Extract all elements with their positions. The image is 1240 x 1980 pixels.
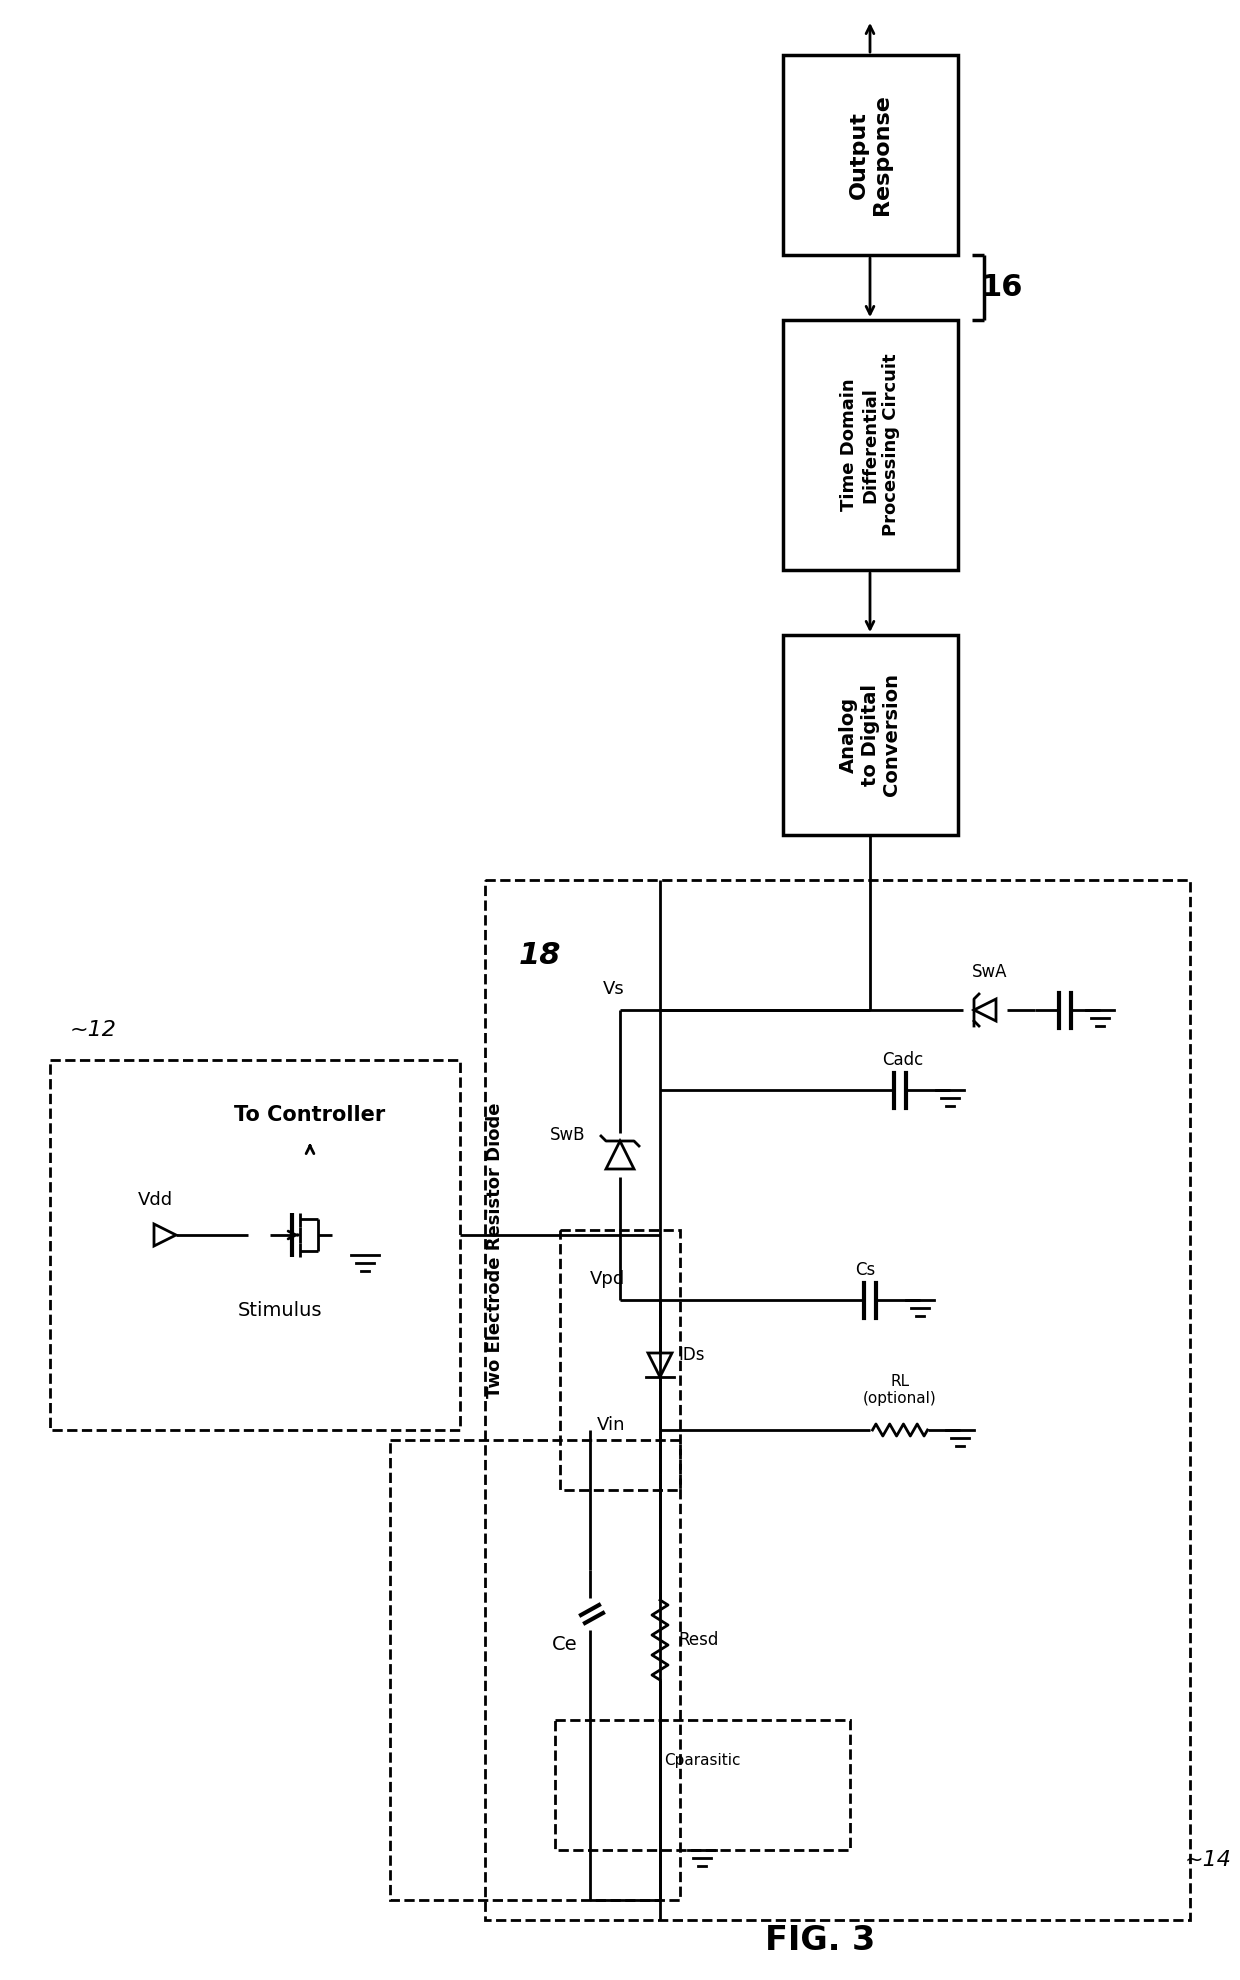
Text: Cparasitic: Cparasitic [663, 1752, 740, 1768]
Text: Resd: Resd [678, 1632, 718, 1649]
Text: Cadc: Cadc [882, 1051, 924, 1069]
Text: FIG. 3: FIG. 3 [765, 1923, 875, 1956]
Text: ~12: ~12 [69, 1020, 117, 1040]
Text: SwA: SwA [972, 962, 1008, 980]
Bar [782, 636, 959, 836]
Text: Cs: Cs [856, 1261, 875, 1279]
Text: Output
Response: Output Response [848, 95, 892, 216]
Bar [560, 1230, 680, 1491]
Bar [50, 1059, 460, 1430]
Bar [556, 1721, 849, 1849]
Text: To Controller: To Controller [234, 1105, 386, 1125]
Text: IDs: IDs [678, 1346, 704, 1364]
Text: SwB: SwB [549, 1127, 585, 1144]
Bar [782, 55, 959, 255]
Text: Vs: Vs [603, 980, 625, 998]
Text: Two Electrode Resistor Diode: Two Electrode Resistor Diode [486, 1103, 503, 1398]
Text: 18: 18 [518, 940, 562, 970]
Text: RL
(optional): RL (optional) [863, 1374, 937, 1406]
Text: Vpd: Vpd [590, 1269, 625, 1289]
Bar [391, 1439, 680, 1901]
Bar [782, 321, 959, 570]
Text: ~14: ~14 [1184, 1849, 1231, 1869]
Text: 16: 16 [981, 273, 1023, 301]
Text: Vdd: Vdd [138, 1192, 172, 1210]
Text: Stimulus: Stimulus [238, 1301, 322, 1319]
Text: Vin: Vin [596, 1416, 625, 1434]
Text: Analog
to Digital
Conversion: Analog to Digital Conversion [838, 673, 901, 796]
Text: Ce: Ce [552, 1635, 578, 1655]
Bar [485, 879, 1190, 1921]
Text: Time Domain
Differential
Processing Circuit: Time Domain Differential Processing Circ… [841, 354, 900, 537]
